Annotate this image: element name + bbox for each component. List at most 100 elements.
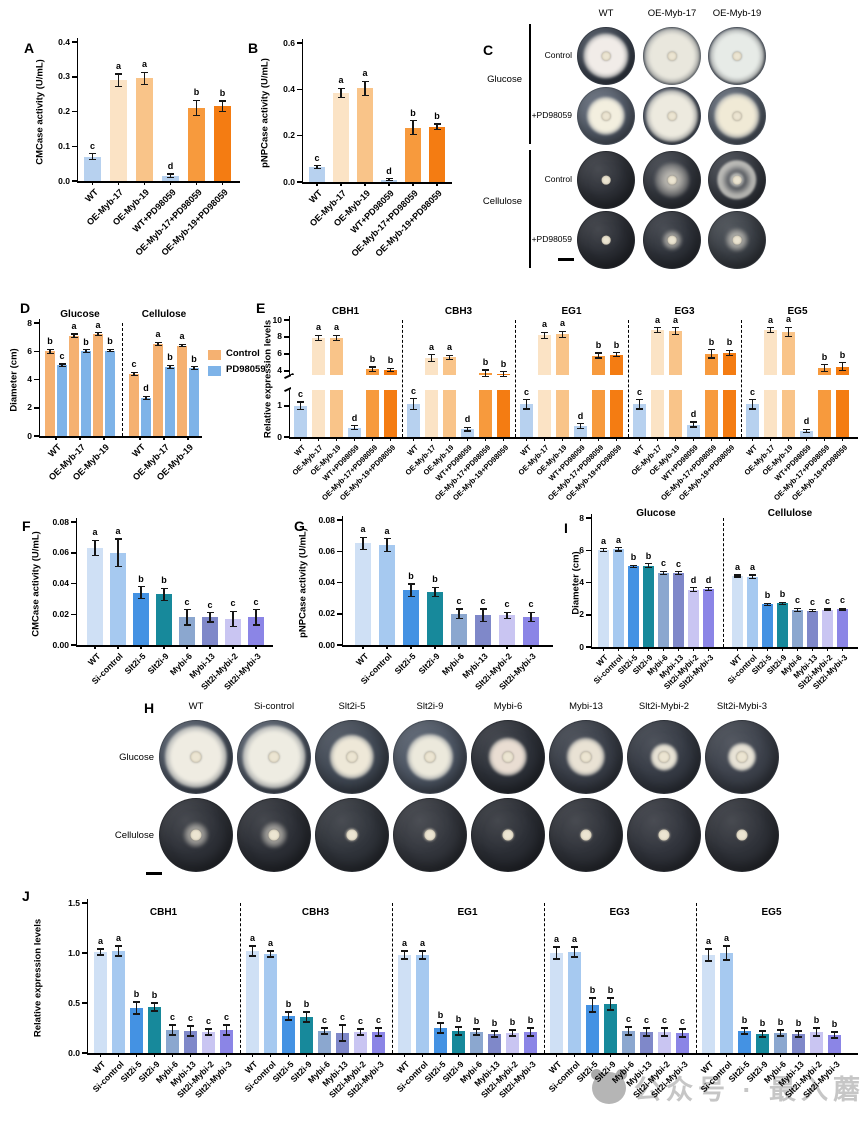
media-label-glucose: Glucose (119, 752, 154, 763)
y-tick-label: 1.0 (68, 947, 80, 958)
y-tick (284, 370, 289, 372)
error-bar (543, 332, 546, 339)
group-separator (723, 518, 724, 647)
error-bar-cap (630, 564, 637, 566)
error-bar-cap (369, 370, 376, 372)
x-tick (751, 437, 754, 441)
x-tick (377, 1053, 380, 1057)
error-bar (316, 165, 318, 169)
error-bar-cap (167, 173, 174, 175)
bar (747, 576, 758, 647)
group-separator (391, 903, 393, 1053)
sig-letter: a (401, 938, 407, 948)
error-bar-cap (313, 164, 321, 167)
x-tick (787, 437, 790, 441)
error-bar-cap (764, 602, 771, 604)
error-bar (353, 425, 356, 430)
error-bar-cap (630, 566, 637, 569)
error-bar-cap (705, 960, 712, 962)
error-bar-cap (383, 550, 391, 552)
error-bar-cap (803, 431, 810, 433)
x-tick (502, 437, 505, 441)
x-tick (833, 1053, 836, 1057)
bar (550, 953, 563, 1053)
panel-e-label: E (256, 300, 266, 316)
sig-letter: c (480, 596, 486, 607)
bar (105, 350, 115, 436)
sig-letter: a (571, 934, 577, 944)
sig-letter: a (115, 525, 121, 536)
x-tick (475, 1053, 478, 1057)
panel-d-label: D (20, 300, 31, 316)
error-bar-cap (409, 120, 417, 122)
error-bar-cap (660, 570, 667, 572)
agar-plug (601, 235, 611, 245)
error-bar-cap (831, 1037, 838, 1039)
bar (592, 355, 605, 437)
y-tick (82, 1052, 87, 1054)
bar (225, 618, 241, 645)
error-bar (145, 396, 147, 400)
y-tick (34, 322, 39, 324)
bar (416, 955, 429, 1053)
sig-letter: c (679, 1016, 685, 1026)
petri-dish (577, 151, 635, 209)
sig-letter: a (333, 322, 339, 333)
x-tick (805, 437, 808, 441)
error-bar-cap (749, 574, 756, 576)
error-bar-cap (106, 351, 114, 353)
error-bar-cap (675, 573, 682, 575)
x-tick (725, 1053, 728, 1057)
x-axis (341, 645, 553, 647)
bar (451, 613, 467, 645)
error-bar (153, 1003, 156, 1011)
y-tick-label: 0 (579, 641, 584, 652)
y-tick (586, 581, 591, 584)
y-tick-label: 6 (277, 348, 282, 359)
x-tick (751, 647, 754, 651)
error-bar-cap (321, 1027, 328, 1029)
panel-h-column-header: Mybi-6 (493, 701, 523, 712)
error-bar-cap (407, 583, 415, 585)
sig-letter: c (636, 386, 642, 397)
sig-letter: b (133, 989, 140, 999)
sig-letter: b (303, 999, 310, 1009)
sig-letter: c (375, 1015, 381, 1025)
sig-letter: c (661, 1015, 667, 1025)
sig-letter: a (419, 938, 425, 948)
sig-letter: a (249, 933, 255, 943)
error-bar-cap (160, 599, 168, 601)
panel-a-label: A (24, 40, 35, 56)
x-tick (645, 1053, 648, 1057)
y-axis (288, 390, 290, 437)
sig-letter: b (387, 355, 394, 366)
error-bar-cap (455, 1034, 462, 1036)
bar (443, 357, 456, 437)
error-bar (815, 1028, 818, 1036)
bar (427, 591, 443, 645)
x-tick (736, 647, 739, 651)
treatment-label-control: Control (544, 174, 572, 184)
panel-c-label: C (483, 42, 494, 58)
error-bar-cap (482, 376, 489, 378)
sig-letter: a (672, 314, 678, 325)
sig-letter: c (839, 595, 845, 606)
bar (523, 616, 539, 645)
error-bar-cap (523, 398, 530, 401)
y-tick (72, 110, 77, 113)
error-bar-cap (419, 958, 426, 960)
error-bar (475, 1029, 478, 1035)
x-category-label: WT (353, 651, 371, 668)
error-bar-cap (315, 334, 322, 336)
panel-c-column-header: OE-Myb-19 (712, 8, 762, 19)
bar (777, 603, 788, 647)
error-bar-cap (178, 346, 186, 348)
petri-dish (643, 87, 701, 145)
error-bar (728, 350, 731, 356)
scale-bar (146, 872, 162, 875)
y-tick-label: 0.6 (283, 37, 295, 48)
error-bar-cap (541, 331, 548, 333)
error-bar (335, 335, 338, 341)
y-axis (86, 899, 88, 1053)
